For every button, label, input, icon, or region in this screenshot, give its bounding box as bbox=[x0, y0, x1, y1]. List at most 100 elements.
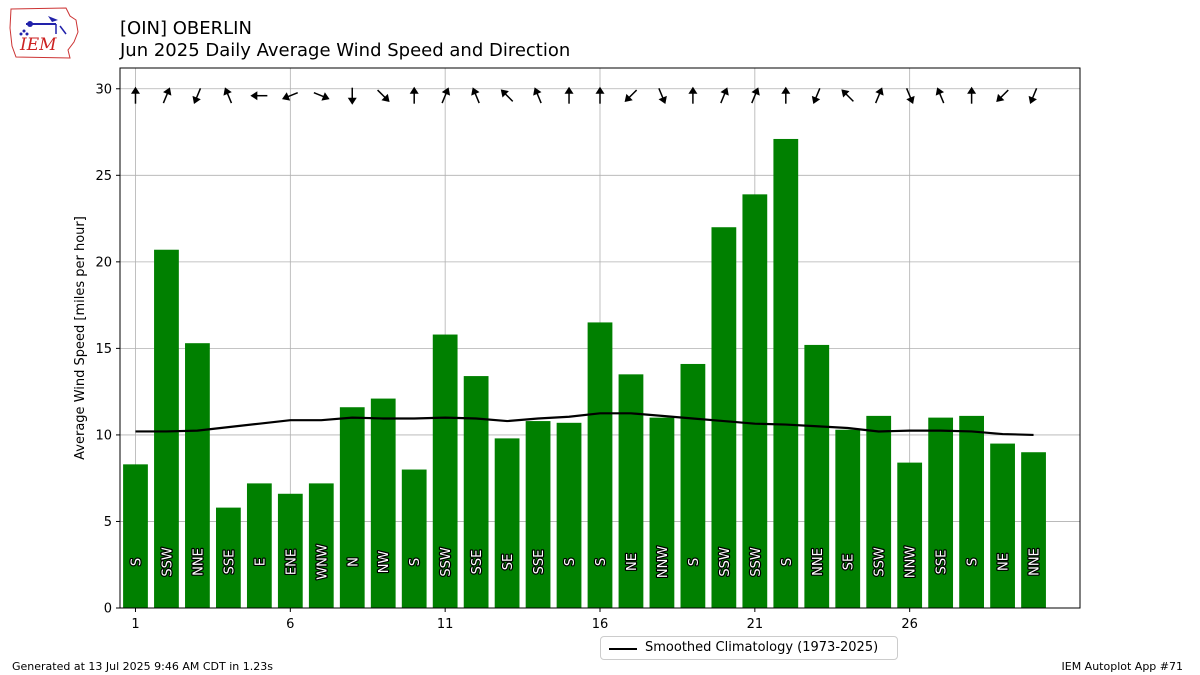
wind-direction-arrow bbox=[313, 91, 330, 101]
legend-swatch bbox=[609, 648, 637, 650]
wind-bar bbox=[866, 415, 892, 608]
wind-direction-arrow bbox=[162, 87, 172, 104]
bar-layer bbox=[123, 138, 1046, 608]
wind-bar bbox=[463, 376, 489, 608]
legend-label: Smoothed Climatology (1973-2025) bbox=[645, 640, 879, 655]
wind-bar bbox=[216, 507, 241, 608]
wind-direction-arrow bbox=[192, 88, 202, 105]
wind-bar bbox=[773, 138, 799, 608]
wind-bar bbox=[432, 334, 458, 608]
x-tick-label: 1 bbox=[131, 617, 139, 632]
wind-bar bbox=[897, 462, 923, 608]
wind-bar bbox=[185, 343, 210, 608]
wind-direction-arrow bbox=[1028, 88, 1038, 105]
wind-direction-arrow bbox=[223, 87, 233, 104]
wind-bar bbox=[742, 194, 768, 608]
wind-direction-arrow bbox=[967, 86, 977, 104]
wind-direction-arrow bbox=[624, 89, 638, 103]
y-tick-label: 25 bbox=[95, 169, 112, 184]
wind-direction-arrow bbox=[377, 89, 390, 103]
wind-direction-arrow bbox=[409, 86, 419, 104]
direction-label: NNW bbox=[904, 546, 919, 578]
direction-label: SSW bbox=[873, 547, 888, 577]
wind-direction-arrow bbox=[905, 88, 915, 105]
direction-label: S bbox=[687, 558, 702, 566]
y-tick-label: 30 bbox=[95, 82, 112, 97]
wind-bar bbox=[587, 322, 613, 608]
wind-bar bbox=[154, 249, 179, 608]
direction-label: SSW bbox=[439, 547, 454, 577]
wind-direction-arrow bbox=[996, 89, 1009, 103]
direction-label: ENE bbox=[284, 549, 299, 575]
legend: Smoothed Climatology (1973-2025) bbox=[600, 636, 898, 660]
wind-direction-arrow bbox=[282, 91, 299, 101]
direction-label: S bbox=[129, 558, 144, 566]
direction-label: SE bbox=[501, 554, 516, 570]
direction-label: S bbox=[408, 558, 423, 566]
wind-bar bbox=[711, 227, 737, 608]
direction-label: S bbox=[966, 558, 981, 566]
direction-label: SSE bbox=[935, 550, 950, 575]
logo-text: IEM bbox=[19, 35, 57, 55]
direction-label: WNW bbox=[315, 544, 330, 580]
climatology-line bbox=[135, 412, 1034, 437]
wind-direction-arrow bbox=[841, 89, 854, 102]
y-tick-label: 15 bbox=[95, 342, 112, 357]
wind-direction-arrow bbox=[688, 86, 698, 104]
wind-bar bbox=[246, 483, 272, 608]
wind-bar bbox=[990, 443, 1015, 608]
generated-timestamp: Generated at 13 Jul 2025 9:46 AM CDT in … bbox=[12, 660, 273, 673]
wind-bar bbox=[928, 417, 954, 608]
chart-title: [OIN] OBERLIN bbox=[120, 18, 252, 39]
direction-label: SSE bbox=[222, 550, 237, 575]
wind-bar bbox=[680, 363, 706, 608]
direction-label: SSW bbox=[749, 547, 764, 577]
direction-label: S bbox=[780, 558, 795, 566]
wind-bar bbox=[959, 415, 984, 608]
y-tick-label: 0 bbox=[104, 602, 112, 617]
wind-bar bbox=[649, 417, 675, 608]
wind-direction-arrow bbox=[471, 87, 480, 104]
x-tick-label: 21 bbox=[747, 617, 764, 632]
wind-direction-arrow bbox=[595, 86, 605, 104]
wind-direction-arrow bbox=[720, 87, 729, 104]
wind-bar bbox=[401, 469, 427, 608]
y-tick-label: 10 bbox=[95, 428, 112, 443]
climatology-layer bbox=[135, 412, 1034, 437]
direction-label: NE bbox=[625, 553, 640, 571]
direction-label: SSW bbox=[160, 547, 175, 577]
wind-direction-arrow bbox=[500, 89, 514, 102]
wind-direction-arrow bbox=[130, 86, 140, 104]
direction-label: SE bbox=[842, 554, 857, 570]
chart-subtitle: Jun 2025 Daily Average Wind Speed and Di… bbox=[120, 40, 571, 61]
wind-bar bbox=[556, 422, 582, 608]
wind-bar bbox=[835, 429, 861, 608]
wind-direction-arrow bbox=[564, 86, 574, 104]
wind-bar bbox=[277, 493, 303, 608]
wind-direction-arrow bbox=[658, 88, 667, 105]
y-tick-label: 5 bbox=[104, 515, 112, 530]
iem-logo: IEM bbox=[8, 6, 80, 60]
wind-direction-arrow bbox=[935, 87, 945, 104]
wind-bar bbox=[494, 438, 520, 608]
y-tick-label: 20 bbox=[95, 255, 112, 270]
wind-bar bbox=[618, 374, 644, 608]
wind-bar bbox=[1021, 452, 1046, 608]
wind-bar bbox=[370, 398, 396, 608]
direction-label: NNE bbox=[1028, 548, 1043, 576]
x-tick-label: 16 bbox=[592, 617, 609, 632]
direction-label: SSW bbox=[718, 547, 733, 577]
direction-label: S bbox=[563, 558, 578, 566]
x-tick-label: 26 bbox=[901, 617, 918, 632]
x-tick-label: 6 bbox=[286, 617, 294, 632]
autoplot-app-label: IEM Autoplot App #71 bbox=[1061, 660, 1184, 673]
direction-label: SSE bbox=[532, 550, 547, 575]
wind-direction-arrow bbox=[811, 88, 821, 105]
direction-label: E bbox=[253, 558, 268, 566]
arrow-layer bbox=[130, 86, 1038, 105]
wind-bar bbox=[804, 344, 830, 608]
wind-direction-arrow bbox=[250, 91, 268, 101]
direction-label: NW bbox=[377, 551, 392, 574]
